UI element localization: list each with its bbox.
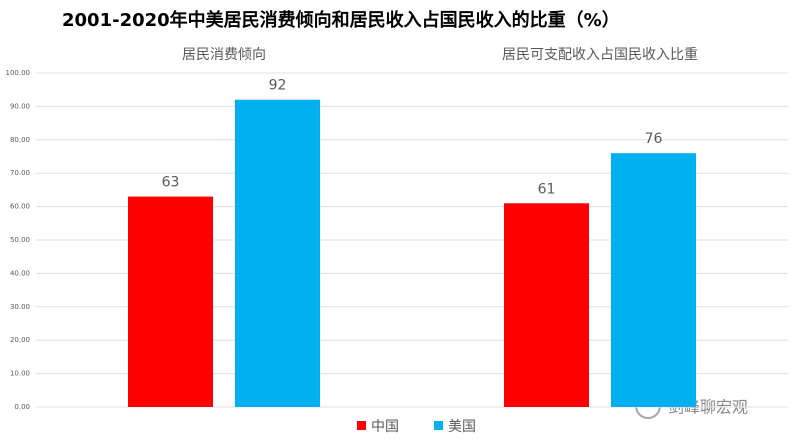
data-label: 76 xyxy=(645,131,663,147)
category-label: 居民消费倾向 xyxy=(182,47,266,63)
legend-swatch xyxy=(434,421,443,430)
bar xyxy=(611,153,696,407)
y-tick-label: 100.00 xyxy=(6,69,31,77)
y-tick-label: 40.00 xyxy=(10,269,30,277)
y-tick-label: 50.00 xyxy=(10,236,30,244)
category-label: 居民可支配收入占国民收入比重 xyxy=(502,47,698,63)
bar xyxy=(128,196,213,407)
bar xyxy=(235,99,320,407)
y-tick-label: 90.00 xyxy=(10,102,30,110)
data-label: 61 xyxy=(538,181,556,197)
legend-label: 美国 xyxy=(448,419,476,435)
legend-swatch xyxy=(357,421,366,430)
y-tick-label: 20.00 xyxy=(10,336,30,344)
legend-label: 中国 xyxy=(371,419,399,435)
y-tick-label: 60.00 xyxy=(10,203,30,211)
chart-title: 2001-2020年中美居民消费倾向和居民收入占国民收入的比重（%） xyxy=(62,9,620,31)
data-label: 92 xyxy=(269,78,287,94)
bar xyxy=(504,203,589,407)
y-tick-label: 30.00 xyxy=(10,303,30,311)
data-label: 63 xyxy=(162,175,180,191)
y-tick-label: 70.00 xyxy=(10,169,30,177)
y-tick-label: 0.00 xyxy=(14,403,30,411)
y-tick-label: 10.00 xyxy=(10,370,30,378)
y-tick-label: 80.00 xyxy=(10,136,30,144)
